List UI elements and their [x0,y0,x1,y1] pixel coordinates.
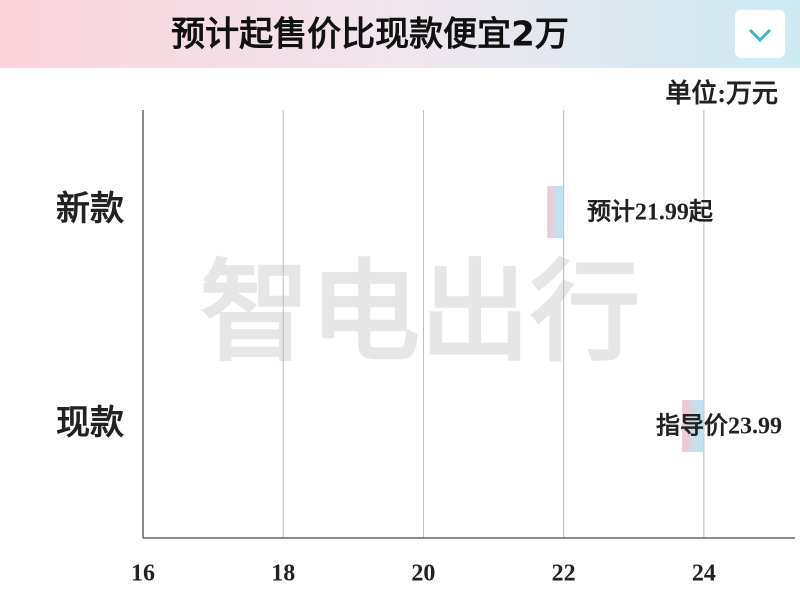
chart-title: 预计起售价比现款便宜2万 [171,15,569,55]
unit-label: 单位:万元 [665,78,778,108]
category-label: 现款 [56,404,124,442]
x-tick-label: 24 [692,561,716,587]
value-label: 指导价23.99 [656,413,782,440]
x-tick-label: 18 [271,561,295,587]
header-bar [0,0,800,68]
x-tick-label: 20 [411,561,435,587]
watermark: 智电出行 [200,248,640,376]
category-label: 新款 [56,190,124,228]
x-tick-label: 16 [131,561,155,587]
collapse-button[interactable] [735,10,785,58]
bar [143,186,563,238]
bar [143,400,704,452]
value-label: 预计21.99起 [587,199,714,226]
x-tick-label: 22 [552,561,576,587]
